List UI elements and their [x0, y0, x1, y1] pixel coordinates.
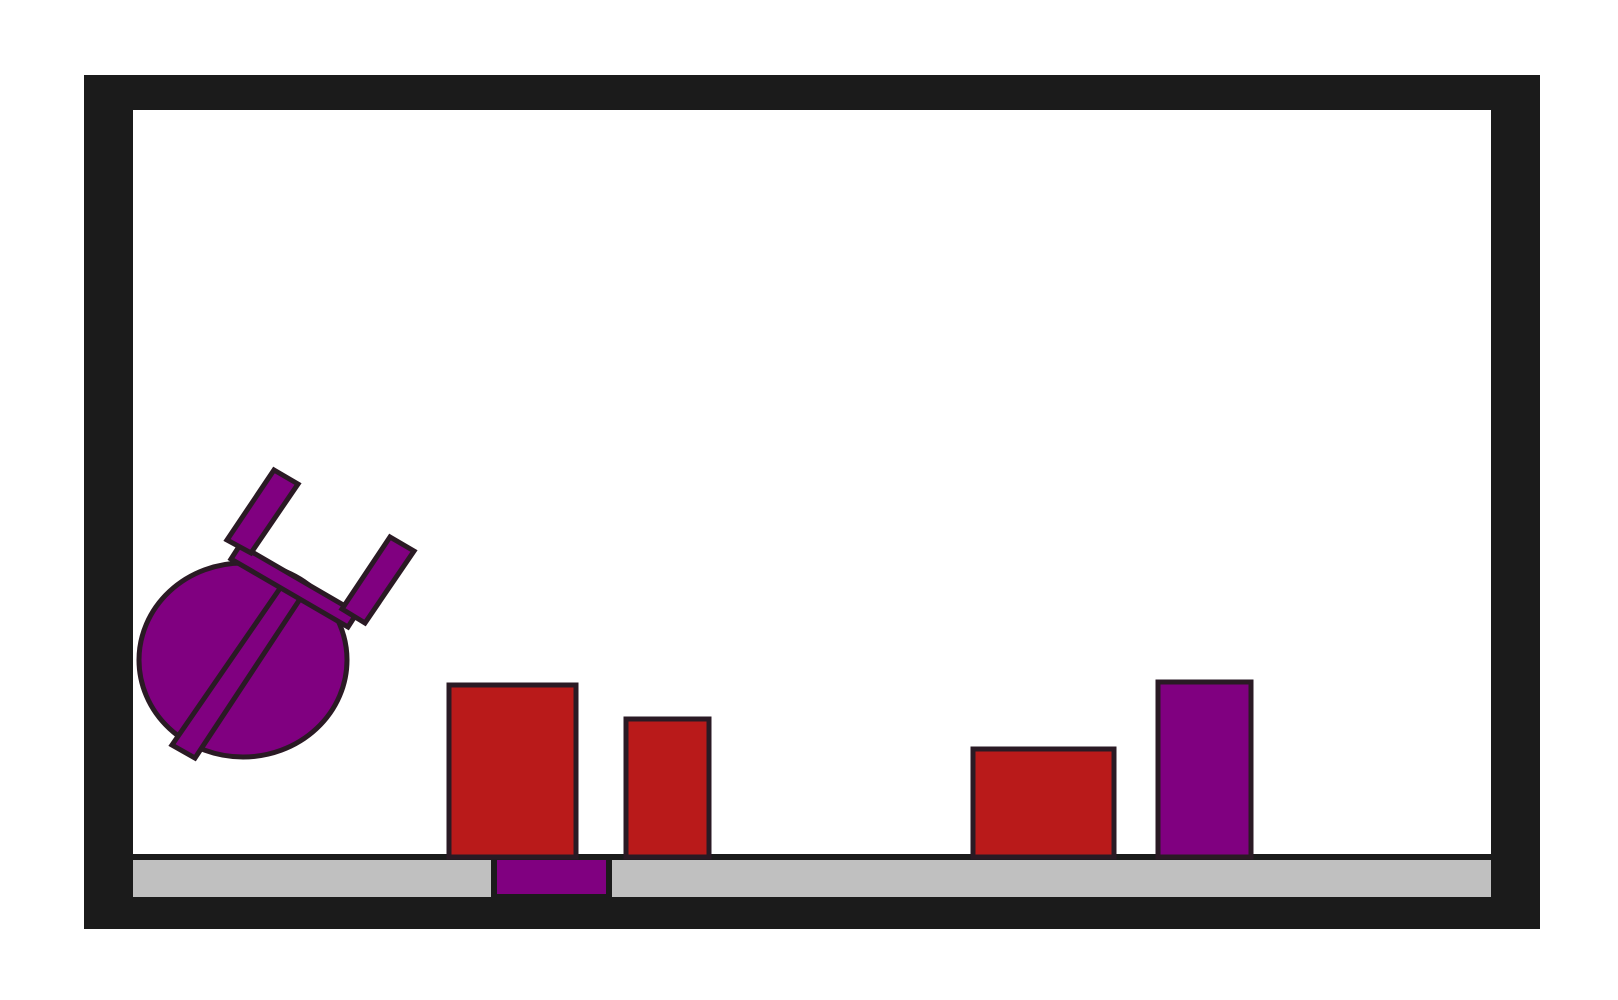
red-block-3[interactable] — [970, 746, 1117, 860]
floor-edge — [133, 854, 1491, 860]
floor-right — [612, 859, 1491, 897]
play-area[interactable] — [133, 110, 1491, 897]
jar-right-wall — [338, 533, 418, 627]
red-block-1[interactable] — [446, 682, 579, 860]
red-block-2[interactable] — [623, 716, 712, 860]
player-jar[interactable] — [168, 466, 418, 762]
floor-left — [133, 859, 491, 897]
jar-base — [227, 541, 361, 631]
goal-floor-segment — [491, 854, 612, 900]
purple-block[interactable] — [1155, 679, 1254, 860]
jar-left-wall — [223, 466, 302, 557]
